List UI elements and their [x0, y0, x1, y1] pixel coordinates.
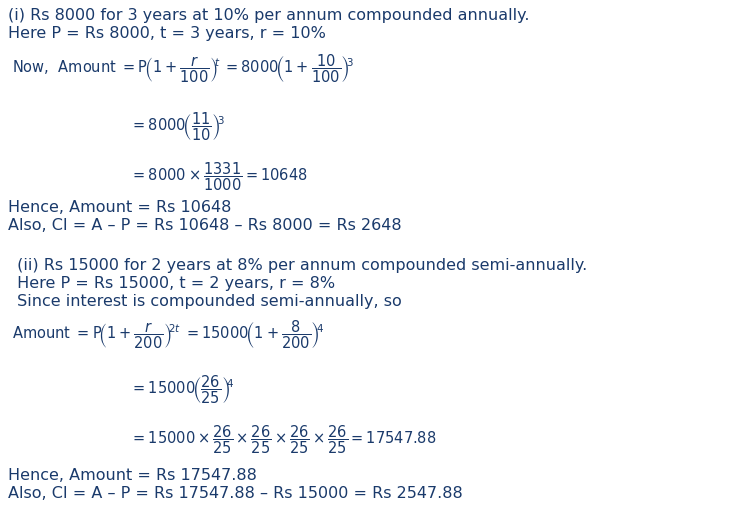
Text: (i) Rs 8000 for 3 years at 10% per annum compounded annually.: (i) Rs 8000 for 3 years at 10% per annum… [8, 8, 529, 23]
Text: Also, CI = A – P = Rs 10648 – Rs 8000 = Rs 2648: Also, CI = A – P = Rs 10648 – Rs 8000 = … [8, 218, 402, 233]
Text: Hence, Amount = Rs 17547.88: Hence, Amount = Rs 17547.88 [8, 468, 257, 483]
Text: Now,  Amount $= \mathrm{P}\!\left(1+\dfrac{r}{100}\right)^{\!\!t}$$\;= 8000\!\le: Now, Amount $= \mathrm{P}\!\left(1+\dfra… [12, 52, 354, 85]
Text: Hence, Amount = Rs 10648: Hence, Amount = Rs 10648 [8, 200, 231, 215]
Text: Since interest is compounded semi-annually, so: Since interest is compounded semi-annual… [12, 294, 402, 309]
Text: $= 15000\!\left(\dfrac{26}{25}\right)^{\!\!4}$: $= 15000\!\left(\dfrac{26}{25}\right)^{\… [130, 373, 235, 405]
Text: $= 8000\!\left(\dfrac{11}{10}\right)^{\!\!3}$: $= 8000\!\left(\dfrac{11}{10}\right)^{\!… [130, 110, 225, 143]
Text: $= 15000 \times \dfrac{26}{25} \times \dfrac{26}{25} \times \dfrac{26}{25} \time: $= 15000 \times \dfrac{26}{25} \times \d… [130, 423, 437, 456]
Text: Here P = Rs 15000, t = 2 years, r = 8%: Here P = Rs 15000, t = 2 years, r = 8% [12, 276, 335, 291]
Text: Amount $= \mathrm{P}\!\left(1+\dfrac{r}{200}\right)^{\!\!2t}$$\;= 15000\!\left(1: Amount $= \mathrm{P}\!\left(1+\dfrac{r}{… [12, 318, 324, 351]
Text: Also, CI = A – P = Rs 17547.88 – Rs 15000 = Rs 2547.88: Also, CI = A – P = Rs 17547.88 – Rs 1500… [8, 486, 463, 501]
Text: Here P = Rs 8000, t = 3 years, r = 10%: Here P = Rs 8000, t = 3 years, r = 10% [8, 26, 326, 41]
Text: (ii) Rs 15000 for 2 years at 8% per annum compounded semi-annually.: (ii) Rs 15000 for 2 years at 8% per annu… [12, 258, 588, 273]
Text: $= 8000 \times \dfrac{1331}{1000} = 10648$: $= 8000 \times \dfrac{1331}{1000} = 1064… [130, 160, 308, 193]
